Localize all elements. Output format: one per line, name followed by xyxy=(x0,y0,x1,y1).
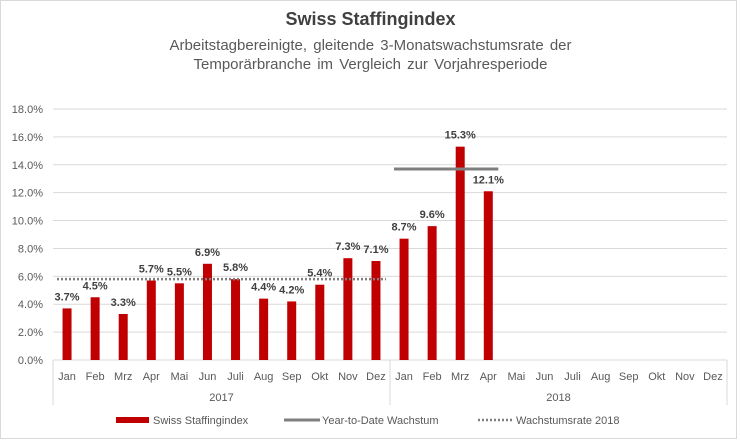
bar xyxy=(118,313,128,360)
x-tick-label: Okt xyxy=(648,371,665,383)
x-tick-label: Dez xyxy=(703,371,723,383)
x-tick-label: Aug xyxy=(254,371,274,383)
bar xyxy=(287,301,297,360)
bar-data-label: 3.7% xyxy=(55,291,80,303)
chart-subtitle-line-2: Temporärbranche im Vergleich zur Vorjahr… xyxy=(193,56,548,73)
x-tick-label: Sep xyxy=(282,371,302,383)
bar xyxy=(399,238,409,360)
y-tick-label: 12.0% xyxy=(12,188,43,200)
x-tick-label: Nov xyxy=(675,371,695,383)
bar-data-label: 4.4% xyxy=(251,282,276,294)
bar-data-label: 5.7% xyxy=(139,264,164,276)
bar xyxy=(259,298,269,360)
x-tick-label: Apr xyxy=(480,371,497,383)
y-tick-label: 0.0% xyxy=(18,355,43,367)
legend-label: Year-to-Date Wachstum xyxy=(322,415,439,427)
bar xyxy=(315,284,325,360)
x-tick-label: Jun xyxy=(536,371,554,383)
legend-swatch-bar xyxy=(116,417,149,423)
x-tick-label: Jun xyxy=(199,371,217,383)
x-tick-label: Aug xyxy=(591,371,611,383)
chart-title: Swiss Staffingindex xyxy=(285,9,456,29)
x-tick-label: Mai xyxy=(171,371,189,383)
x-tick-label: Juli xyxy=(564,371,581,383)
bar-data-label: 6.9% xyxy=(195,247,220,259)
chart-subtitle-line-1: Arbeitstagbereinigte, gleitende 3-Monats… xyxy=(169,37,572,54)
x-tick-label: Jan xyxy=(58,371,76,383)
bar xyxy=(202,263,212,360)
x-tick-label: Jan xyxy=(395,371,413,383)
x-tick-label: Apr xyxy=(143,371,160,383)
legend-label: Swiss Staffingindex xyxy=(153,415,249,427)
x-tick-label: Mai xyxy=(508,371,526,383)
bar xyxy=(371,260,381,360)
bar-data-label: 5.8% xyxy=(223,262,248,274)
x-tick-label: Okt xyxy=(311,371,328,383)
bar-data-label: 7.3% xyxy=(335,241,360,253)
x-tick-label: Feb xyxy=(423,371,442,383)
x-tick-label: Nov xyxy=(338,371,358,383)
x-tick-label: Feb xyxy=(86,371,105,383)
bar xyxy=(455,146,465,360)
x-group-label: 2017 xyxy=(209,392,233,404)
x-tick-label: Mrz xyxy=(114,371,132,383)
bar xyxy=(483,191,493,360)
bar xyxy=(231,279,241,360)
x-group-label: 2018 xyxy=(546,392,570,404)
y-tick-label: 8.0% xyxy=(18,243,43,255)
bar-data-label: 12.1% xyxy=(473,174,504,186)
x-tick-label: Dez xyxy=(366,371,386,383)
bar xyxy=(146,280,156,360)
bar-data-label: 9.6% xyxy=(420,209,445,221)
bar-data-label: 15.3% xyxy=(445,130,476,142)
y-tick-label: 18.0% xyxy=(12,104,43,116)
bar xyxy=(174,283,184,360)
bar-data-label: 4.2% xyxy=(279,284,304,296)
x-tick-label: Juli xyxy=(227,371,244,383)
y-tick-label: 14.0% xyxy=(12,160,43,172)
y-tick-label: 10.0% xyxy=(12,216,43,228)
y-tick-label: 16.0% xyxy=(12,132,43,144)
y-tick-label: 2.0% xyxy=(18,327,43,339)
x-tick-label: Mrz xyxy=(451,371,469,383)
y-tick-label: 4.0% xyxy=(18,299,43,311)
bar-data-label: 5.4% xyxy=(307,268,332,280)
bar-data-label: 5.5% xyxy=(167,266,192,278)
bar xyxy=(427,226,437,360)
bar xyxy=(343,258,353,360)
bar-data-label: 7.1% xyxy=(363,244,388,256)
y-tick-label: 6.0% xyxy=(18,271,43,283)
bar xyxy=(62,308,72,360)
bar xyxy=(90,297,100,360)
legend-label: Wachstumsrate 2018 xyxy=(516,415,620,427)
bar-data-label: 3.3% xyxy=(111,297,136,309)
x-tick-label: Sep xyxy=(619,371,639,383)
bar-data-label: 8.7% xyxy=(392,222,417,234)
bar-data-label: 4.5% xyxy=(83,280,108,292)
